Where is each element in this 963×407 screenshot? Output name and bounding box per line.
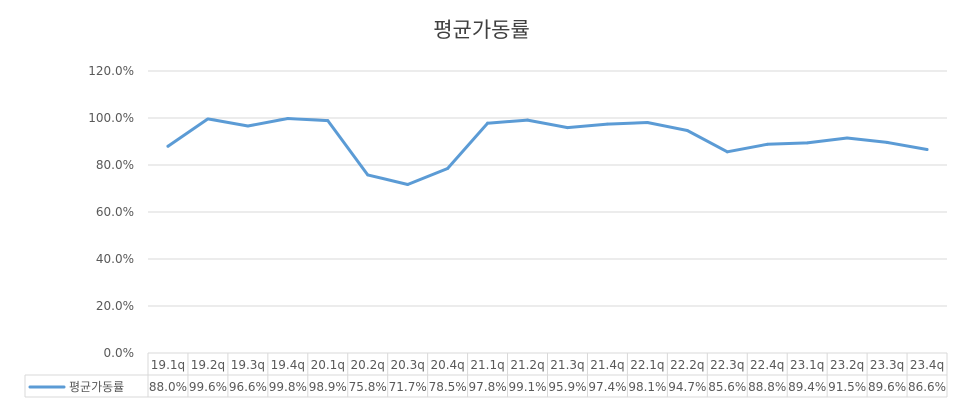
data-label: 95.9% bbox=[548, 380, 586, 394]
x-tick-label: 22.3q bbox=[710, 358, 744, 372]
data-label: 91.5% bbox=[828, 380, 866, 394]
data-point bbox=[925, 147, 929, 151]
data-point bbox=[486, 121, 490, 125]
x-tick-label: 21.4q bbox=[590, 358, 624, 372]
data-label: 99.1% bbox=[508, 380, 546, 394]
data-label: 88.0% bbox=[149, 380, 187, 394]
series-line bbox=[166, 117, 929, 186]
data-label: 98.9% bbox=[309, 380, 347, 394]
data-label: 98.1% bbox=[628, 380, 666, 394]
y-axis-ticks: 0.0% 20.0% 40.0% 60.0% 80.0% 100.0% 120.0% bbox=[88, 64, 134, 360]
x-tick-label: 21.1q bbox=[470, 358, 504, 372]
data-point bbox=[206, 117, 210, 121]
data-point bbox=[685, 128, 689, 132]
x-tick-label: 20.4q bbox=[430, 358, 464, 372]
x-tick-label: 19.4q bbox=[271, 358, 305, 372]
x-tick-label: 22.4q bbox=[750, 358, 784, 372]
y-tick-label: 0.0% bbox=[104, 346, 135, 360]
y-tick-label: 40.0% bbox=[96, 252, 134, 266]
x-tick-label: 23.4q bbox=[910, 358, 944, 372]
data-point bbox=[326, 119, 330, 123]
data-label: 99.6% bbox=[189, 380, 227, 394]
y-tick-label: 20.0% bbox=[96, 299, 134, 313]
data-point bbox=[565, 126, 569, 130]
x-tick-label: 19.3q bbox=[231, 358, 265, 372]
data-label: 89.6% bbox=[868, 380, 906, 394]
x-tick-label: 22.2q bbox=[670, 358, 704, 372]
data-point bbox=[765, 142, 769, 146]
y-tick-label: 80.0% bbox=[96, 158, 134, 172]
data-point bbox=[645, 120, 649, 124]
data-point bbox=[526, 118, 530, 122]
data-label: 71.7% bbox=[389, 380, 427, 394]
x-tick-label: 22.1q bbox=[630, 358, 664, 372]
data-point bbox=[166, 144, 170, 148]
data-point bbox=[885, 140, 889, 144]
data-point bbox=[805, 141, 809, 145]
data-label: 94.7% bbox=[668, 380, 706, 394]
data-label: 78.5% bbox=[429, 380, 467, 394]
data-point bbox=[406, 183, 410, 187]
data-point bbox=[446, 167, 450, 171]
data-point bbox=[605, 122, 609, 126]
x-tick-label: 20.2q bbox=[351, 358, 385, 372]
data-label: 89.4% bbox=[788, 380, 826, 394]
gridlines bbox=[148, 70, 947, 307]
data-point bbox=[246, 124, 250, 128]
x-tick-label: 19.1q bbox=[151, 358, 185, 372]
data-label: 85.6% bbox=[708, 380, 746, 394]
data-label: 75.8% bbox=[349, 380, 387, 394]
x-tick-label: 20.3q bbox=[391, 358, 425, 372]
x-tick-label: 21.2q bbox=[510, 358, 544, 372]
x-tick-label: 23.2q bbox=[830, 358, 864, 372]
y-tick-label: 120.0% bbox=[88, 64, 134, 78]
data-label: 97.4% bbox=[588, 380, 626, 394]
x-tick-label: 23.3q bbox=[870, 358, 904, 372]
data-label: 86.6% bbox=[908, 380, 946, 394]
data-point bbox=[845, 136, 849, 140]
data-point bbox=[366, 173, 370, 177]
data-label: 97.8% bbox=[469, 380, 507, 394]
data-label: 96.6% bbox=[229, 380, 267, 394]
y-tick-label: 100.0% bbox=[88, 111, 134, 125]
chart-title: 평균가동률 bbox=[433, 18, 530, 42]
data-label: 99.8% bbox=[269, 380, 307, 394]
data-label: 88.8% bbox=[748, 380, 786, 394]
x-tick-label: 19.2q bbox=[191, 358, 225, 372]
series-layer bbox=[166, 116, 929, 187]
x-tick-label: 23.1q bbox=[790, 358, 824, 372]
data-point bbox=[725, 150, 729, 154]
y-tick-label: 60.0% bbox=[96, 205, 134, 219]
legend-label: 평균가동률 bbox=[69, 380, 124, 394]
data-point bbox=[286, 116, 290, 120]
data-table: 19.1q 88.0% 19.2q 99.6% 19.3q 96.6% 19.4q 99.8%… bbox=[24, 352, 948, 398]
x-tick-label: 21.3q bbox=[550, 358, 584, 372]
x-tick-label: 20.1q bbox=[311, 358, 345, 372]
